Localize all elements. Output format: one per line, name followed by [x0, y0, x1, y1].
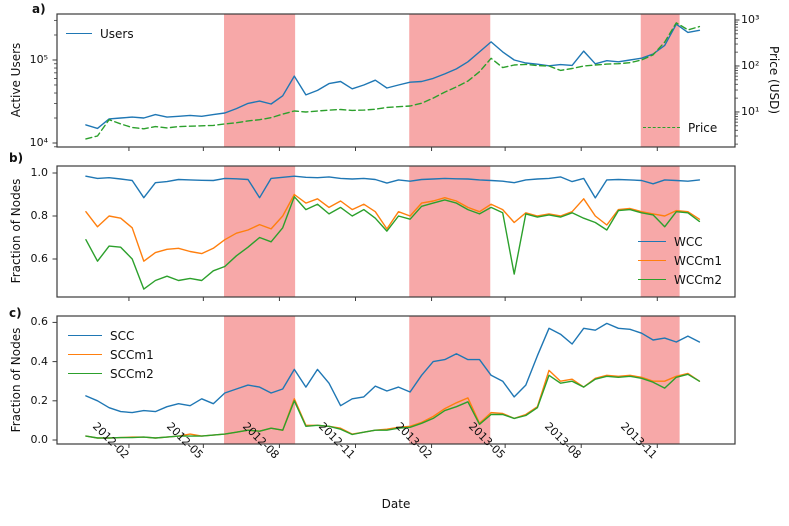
highlight-band [409, 166, 491, 297]
y-tick-label-left: 0.4 [30, 354, 49, 368]
legend-item-sccm1: SCCm1 [68, 345, 154, 364]
legend-line-sample [638, 241, 666, 242]
y-tick-label-left: 10⁵ [29, 52, 48, 66]
y-tick-label-left: 1.0 [30, 166, 49, 179]
panel-a-letter: a) [32, 2, 46, 16]
panel-c-frame [56, 315, 736, 445]
panel-c-ylabel: Fraction of Nodes [9, 327, 23, 433]
legend-label: Price [688, 120, 718, 135]
panel-a-frame [56, 13, 736, 148]
series-line-sccm1 [85, 369, 701, 439]
legend-line-sample [638, 279, 666, 280]
legend-item-scc: SCC [68, 326, 154, 345]
y-tick-label-right: 10³ [741, 12, 760, 26]
legend-panel-a: Price [643, 118, 717, 137]
legend-line-sample [643, 127, 680, 128]
y-tick-label-right: 10² [741, 58, 760, 72]
legend-item-wcc: WCC [638, 232, 722, 251]
panel-b [52, 165, 736, 301]
legend-panel-c: SCC SCCm1 SCCm2 [68, 326, 154, 383]
series-line-users [85, 23, 701, 130]
series-line-wccm1 [85, 193, 701, 262]
legend-item-wccm1: WCCm1 [638, 251, 722, 270]
legend-panel-b: WCC WCCm1 WCCm2 [638, 232, 722, 289]
legend-line-sample [68, 354, 102, 355]
legend-line-sample [68, 373, 102, 374]
legend-item-sccm2: SCCm2 [68, 364, 154, 383]
legend-item-wccm2: WCCm2 [638, 270, 722, 289]
legend-label: SCCm2 [110, 366, 154, 381]
legend-line-sample [66, 33, 92, 34]
series-line-price [85, 22, 701, 140]
panel-b-frame [56, 165, 736, 298]
y-tick-label-left: 0.6 [30, 252, 49, 265]
panel-a [52, 13, 740, 151]
legend-label: WCC [674, 234, 703, 249]
panel-b-letter: b) [9, 151, 24, 165]
y-tick-label-left: 0.2 [30, 393, 49, 407]
panel-c-letter: c) [9, 306, 22, 320]
legend-item-users: Users [66, 24, 134, 43]
panel-c [52, 315, 736, 448]
y-tick-label-left: 0.8 [30, 209, 49, 222]
highlight-band [224, 166, 296, 297]
highlight-band [640, 166, 680, 297]
legend-item-price: Price [643, 118, 717, 137]
series-line-sccm2 [85, 373, 701, 439]
legend-label: WCCm2 [674, 272, 722, 287]
legend-panel-a: Users [66, 24, 134, 43]
series-line-scc [85, 322, 701, 414]
series-line-wccm2 [85, 196, 701, 290]
legend-line-sample [638, 260, 666, 261]
highlight-band [409, 14, 491, 147]
highlight-band [224, 14, 296, 147]
legend-label: SCCm1 [110, 347, 154, 362]
highlight-band [224, 316, 296, 444]
y-tick-label-left: 10⁴ [29, 136, 48, 149]
highlight-band [640, 14, 680, 147]
legend-label: WCCm1 [674, 253, 722, 268]
x-axis-title: Date [381, 497, 411, 511]
panel-a-ylabel-right: Price (USD) [767, 45, 781, 115]
legend-label: Users [100, 26, 134, 41]
y-tick-label-left: 0.0 [30, 433, 49, 446]
series-line-wcc [85, 175, 701, 199]
panel-b-ylabel: Fraction of Nodes [9, 178, 23, 284]
y-tick-label-left: 0.6 [30, 315, 49, 329]
y-tick-label-right: 10¹ [741, 104, 760, 118]
legend-line-sample [68, 335, 102, 336]
legend-label: SCC [110, 328, 135, 343]
